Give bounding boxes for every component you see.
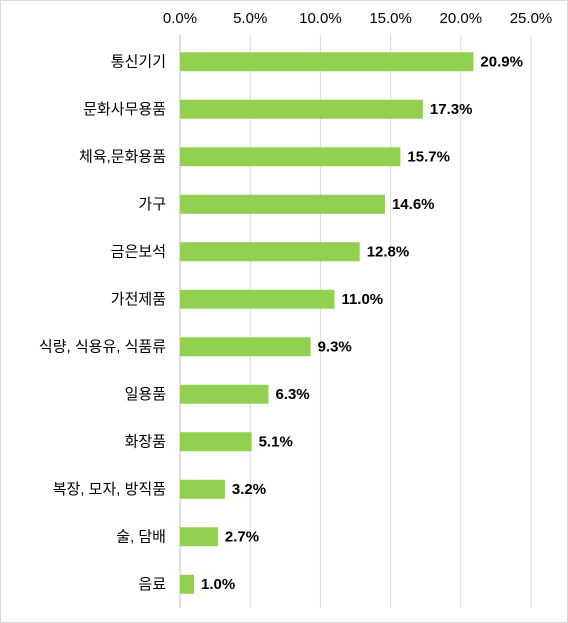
y-tick-label: 일용품 (125, 386, 166, 403)
y-tick-label: 체육,문화용품 (79, 149, 166, 166)
y-tick-label: 가구 (138, 196, 166, 213)
bar (180, 99, 423, 119)
y-tick-label: 가전제품 (111, 291, 166, 308)
value-label: 15.7% (407, 149, 450, 166)
bar (180, 242, 360, 262)
value-label: 12.8% (367, 244, 410, 261)
value-label: 1.0% (201, 576, 235, 593)
bar (180, 574, 195, 594)
x-tick-label: 20.0% (440, 10, 483, 27)
y-tick-label: 금은보석 (111, 244, 166, 261)
y-tick-label: 술, 담배 (116, 529, 166, 546)
x-tick-label: 5.0% (233, 10, 267, 27)
value-label: 2.7% (225, 529, 259, 546)
x-tick-label: 10.0% (299, 10, 342, 27)
bar (180, 384, 269, 404)
value-label: 6.3% (275, 386, 309, 403)
y-tick-label: 문화사무용품 (83, 101, 166, 118)
y-tick-label: 식량, 식용유, 식품류 (39, 339, 166, 356)
bar (180, 52, 474, 72)
bar (180, 147, 401, 167)
y-tick-label: 음료 (138, 576, 166, 593)
x-tick-label: 25.0% (510, 10, 553, 27)
value-label: 14.6% (392, 196, 435, 213)
bar (180, 337, 311, 357)
y-tick-label: 복장, 모자, 방직품 (53, 481, 166, 498)
value-label: 9.3% (318, 339, 352, 356)
bar (180, 479, 225, 499)
bar (180, 527, 218, 547)
bar (180, 432, 252, 452)
bar (180, 289, 335, 309)
y-tick-label: 통신기기 (111, 54, 166, 71)
value-label: 5.1% (259, 434, 293, 451)
value-label: 17.3% (430, 101, 473, 118)
value-label: 3.2% (232, 481, 266, 498)
x-tick-label: 15.0% (369, 10, 412, 27)
y-tick-label: 화장품 (125, 434, 166, 451)
value-label: 11.0% (341, 291, 383, 308)
x-tick-label: 0.0% (163, 10, 197, 27)
value-label: 20.9% (480, 54, 523, 71)
bar (180, 194, 385, 214)
